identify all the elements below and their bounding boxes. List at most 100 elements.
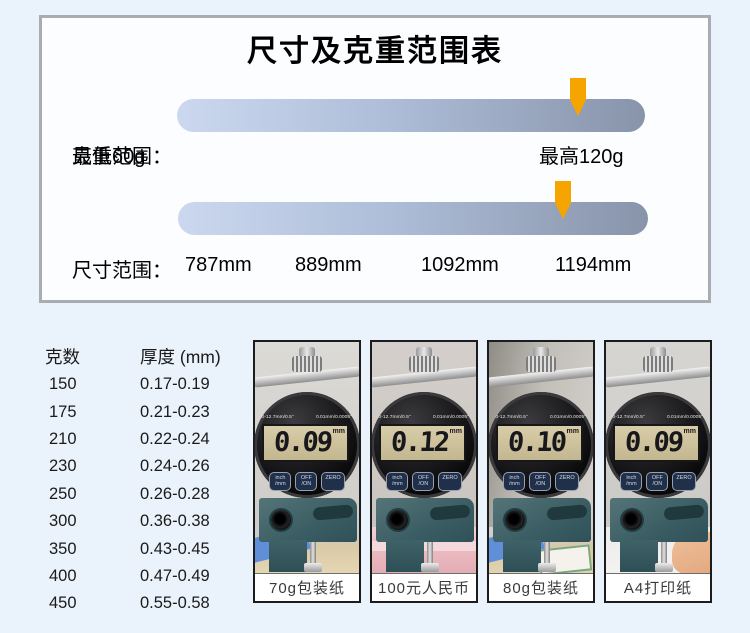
btn-text: inch: [392, 475, 403, 481]
table-header-row: 克数 厚度 (mm): [40, 341, 255, 371]
header-thickness: 厚度 (mm): [140, 346, 221, 367]
lcd-reading: 0.09: [272, 427, 333, 458]
lcd-display: mm 0.09: [262, 424, 349, 462]
range-spec: 0-12.7mm/0.5": [378, 414, 411, 420]
size-range-title: 尺寸范围：: [72, 260, 172, 282]
btn-text: /mm: [626, 481, 637, 488]
btn-text: /ON: [652, 481, 663, 488]
table-row: 400 0.47-0.49: [40, 563, 255, 590]
size-value: 889mm: [295, 254, 362, 276]
table-row: 175 0.21-0.23: [40, 398, 255, 425]
gauge-frame-column: [503, 540, 541, 572]
gauge-knob-icon: [643, 356, 673, 372]
base-slot: [546, 504, 588, 521]
gauge-knob-cap-icon: [533, 347, 549, 358]
gram-value: 150: [49, 375, 77, 394]
gauge-knob-icon: [409, 356, 439, 372]
gauge-buttons: inch/mm OFF/ON ZERO: [255, 472, 359, 491]
screw-icon: [388, 510, 408, 530]
gauge-knob-icon: [526, 356, 556, 372]
thickness-value: 0.47-0.49: [140, 566, 210, 585]
photo-caption: 80g包装纸: [489, 573, 593, 601]
btn-text: OFF: [651, 475, 663, 481]
header-grams: 克数: [45, 346, 80, 367]
gauge-frame-column: [269, 540, 307, 572]
off-on-button: OFF/ON: [529, 472, 552, 491]
gauge-base: [610, 498, 708, 542]
btn-text: ZERO: [325, 475, 341, 481]
resolution-spec: 0.01mm/0.0005": [433, 414, 470, 420]
size-weight-range-panel: 尺寸及克重范围表 克重范围： 最低60g 最高120g 尺寸范围： 787mm 8…: [39, 15, 711, 303]
table-row: 150 0.17-0.19: [40, 371, 255, 398]
gram-value: 230: [49, 457, 77, 476]
btn-text: OFF: [300, 475, 312, 481]
gauge-face: 0-12.7mm/0.5" 0.01mm/0.0005" mm 0.09 inc…: [606, 392, 710, 498]
thickness-value: 0.24-0.26: [140, 457, 210, 476]
gauge-frame-column: [620, 540, 658, 572]
lcd-unit: mm: [332, 428, 345, 435]
zero-button: ZERO: [555, 472, 579, 491]
gram-value: 300: [49, 512, 77, 531]
thickness-value: 0.36-0.38: [140, 512, 210, 531]
gauge-photo-70g: 0-12.7mm/0.5" 0.01mm/0.0005" mm 0.09 inc…: [253, 340, 361, 603]
inch-mm-button: inch/mm: [620, 472, 643, 491]
btn-text: /ON: [535, 481, 546, 488]
weight-range-bar: [177, 99, 645, 132]
size-value: 1092mm: [421, 254, 499, 276]
gauge-spindle: [661, 538, 667, 566]
btn-text: /ON: [418, 481, 429, 488]
base-slot: [663, 504, 705, 521]
photo-caption: 70g包装纸: [255, 573, 359, 601]
gauge-spec-text: 0-12.7mm/0.5" 0.01mm/0.0005": [258, 414, 356, 420]
gauge-anvil: [421, 563, 439, 572]
gram-value: 175: [49, 402, 77, 421]
size-range-labels: 尺寸范围： 787mm 889mm 1092mm 1194mm: [42, 254, 708, 282]
btn-text: ZERO: [559, 475, 575, 481]
thickness-value: 0.22-0.24: [140, 429, 210, 448]
resolution-spec: 0.01mm/0.0005": [316, 414, 353, 420]
gauge-spec-text: 0-12.7mm/0.5" 0.01mm/0.0005": [609, 414, 707, 420]
gram-value: 210: [49, 429, 77, 448]
weight-max-marker-icon: [570, 78, 586, 116]
btn-text: inch: [509, 475, 520, 481]
weight-range-title: 克重范围：: [72, 146, 172, 168]
gauge-knob-cap-icon: [650, 347, 666, 358]
lcd-display: mm 0.10: [496, 424, 583, 462]
gauge-photo-100yuan: 0-12.7mm/0.5" 0.01mm/0.0005" mm 0.12 inc…: [370, 340, 478, 603]
thickness-value: 0.21-0.23: [140, 402, 210, 421]
size-value: 787mm: [185, 254, 252, 276]
gauge-photo-80g: 0-12.7mm/0.5" 0.01mm/0.0005" mm 0.10 inc…: [487, 340, 595, 603]
gauge-photo-strip: 0-12.7mm/0.5" 0.01mm/0.0005" mm 0.09 inc…: [253, 340, 712, 603]
lcd-unit: mm: [566, 428, 579, 435]
zero-button: ZERO: [438, 472, 462, 491]
range-spec: 0-12.7mm/0.5": [495, 414, 528, 420]
gauge-knob-cap-icon: [416, 347, 432, 358]
gauge-spec-text: 0-12.7mm/0.5" 0.01mm/0.0005": [375, 414, 473, 420]
range-spec: 0-12.7mm/0.5": [261, 414, 294, 420]
thickness-spec-table: 克数 厚度 (mm) 150 0.17-0.19 175 0.21-0.23 210…: [40, 341, 255, 618]
table-row: 350 0.43-0.45: [40, 535, 255, 562]
off-on-button: OFF/ON: [412, 472, 435, 491]
btn-text: /mm: [509, 481, 520, 488]
thickness-value: 0.17-0.19: [140, 375, 210, 394]
table-row: 450 0.55-0.58: [40, 590, 255, 617]
zero-button: ZERO: [672, 472, 696, 491]
gauge-knob-icon: [292, 356, 322, 372]
btn-text: ZERO: [442, 475, 458, 481]
gauge-base: [259, 498, 357, 542]
gram-value: 250: [49, 484, 77, 503]
zero-button: ZERO: [321, 472, 345, 491]
thickness-value: 0.43-0.45: [140, 539, 210, 558]
inch-mm-button: inch/mm: [386, 472, 409, 491]
lcd-reading: 0.12: [389, 427, 450, 458]
table-row: 210 0.22-0.24: [40, 426, 255, 453]
btn-text: ZERO: [676, 475, 692, 481]
weight-max-value: 最高120g: [539, 146, 624, 168]
gauge-base: [376, 498, 474, 542]
table-row: 300 0.36-0.38: [40, 508, 255, 535]
gauge-spindle: [544, 538, 550, 566]
weight-range-labels: 克重范围： 最低60g 最高120g: [42, 140, 708, 168]
size-range-bar: [178, 202, 648, 235]
lcd-unit: mm: [449, 428, 462, 435]
gauge-frame-column: [386, 540, 424, 572]
